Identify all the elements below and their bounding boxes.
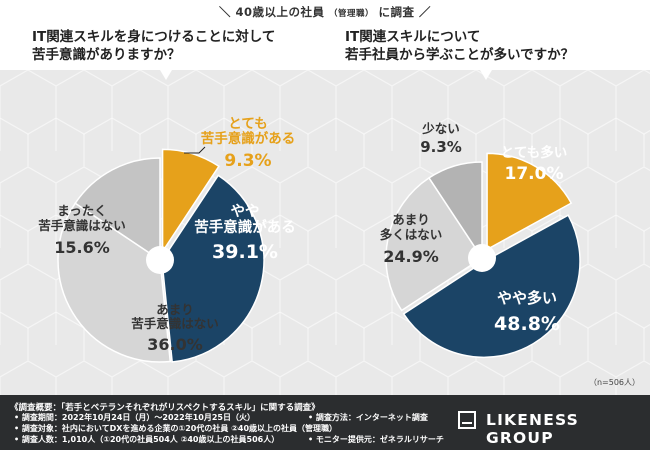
data-label-0-1: 39.1% — [212, 241, 278, 263]
question-1: IT関連スキルを身につけることに対して 苦手意識がありますか？ — [32, 28, 275, 64]
data-label-0-0: 9.3% — [224, 151, 271, 171]
footer-count: • 調査人数：1,010人（①20代の社員504人 ②40歳以上の社員506人） — [14, 435, 280, 444]
survey-title-slash-left: ＼ — [218, 5, 236, 19]
pie-slice-0-2 — [57, 202, 172, 363]
slice-label-1-2-1: 多くはない — [380, 227, 443, 242]
data-label-0-2: 36.0% — [147, 335, 203, 354]
chart-area: とても 苦手意識がある 9.3% やや 苦手意識がある 39.1% あまり 苦手意識はない 36… — [0, 70, 650, 395]
pie-slice-0-1 — [161, 174, 265, 363]
pie-slice-0-3 — [74, 157, 161, 262]
speech-tail-left — [160, 70, 172, 80]
footer-target: • 調査対象：社内においてDXを進める企業の①20代の社員 ②40歳以上の社員（… — [14, 424, 338, 433]
logo-text: LIKENESS GROUP — [486, 411, 580, 447]
question-2-line-1: IT関連スキルについて — [345, 29, 481, 45]
survey-title-suffix: に調査 — [378, 5, 415, 19]
survey-title: ＼ 40歳以上の社員 （管理職） に調査 ／ — [0, 4, 650, 20]
header: ＼ 40歳以上の社員 （管理職） に調査 ／ IT関連スキルを身につけることに対… — [0, 0, 650, 70]
slice-label-0-2-0: あまり — [156, 302, 194, 317]
slice-label-0-1-0: やや — [231, 203, 260, 220]
pie-slice-1-1 — [402, 214, 581, 359]
slice-label-1-3-0: 少ない — [421, 121, 460, 136]
slice-label-1-0-0: とても多い — [501, 144, 567, 161]
footer-method: • 調査方法：インターネット調査 — [308, 413, 428, 422]
charts-svg: とても苦手意識がある9.3%やや苦手意識がある39.1%あまり苦手意識はない36… — [0, 70, 650, 395]
footer: 《調査概要：「若手とベテランそれぞれがリスペクトするスキル」に関する調査》 • … — [0, 395, 650, 450]
slice-label-1-1-0: やや多い — [497, 289, 557, 307]
question-2-line-2: 若手社員から学ぶことが多いですか？ — [345, 47, 575, 63]
data-label-1-3: 9.3% — [420, 138, 462, 156]
question-2: IT関連スキルについて若手社員から学ぶことが多いですか？ — [345, 28, 574, 64]
footer-title: 《調査概要：「若手とベテランそれぞれがリスペクトするスキル」に関する調査》 — [10, 403, 320, 413]
slice-label-0-2-1: 苦手意識はない — [131, 316, 219, 331]
pie-slice-0-0 — [161, 148, 220, 254]
question-1-line-1: IT関連スキルを身につけることに対して — [32, 29, 276, 45]
donut-hole-1 — [468, 244, 496, 272]
survey-title-main: 40歳以上の社員 — [235, 5, 325, 19]
slice-label-0-0-0: とても — [228, 116, 267, 132]
survey-title-sub: （管理職） — [329, 9, 375, 19]
slice-label-0-1-1: 苦手意識がある — [194, 218, 296, 236]
slice-label-0-3-0: まったく — [57, 203, 107, 218]
question-1-line-2: 苦手意識がありますか？ — [32, 47, 181, 63]
pie-slice-1-0 — [486, 152, 573, 251]
pie-slice-1-3 — [428, 161, 483, 261]
leader-line — [184, 146, 206, 154]
donut-hole-0 — [146, 246, 174, 274]
footer-period: • 調査期間：2022年10月24日（月）～2022年10月25日（火） — [14, 413, 255, 422]
logo-mark-icon — [458, 411, 476, 429]
slice-label-1-2-0: あまり — [392, 212, 430, 227]
pie-slice-1-2 — [385, 176, 484, 312]
logo: LIKENESS GROUP — [458, 408, 638, 447]
donut-chart-1: とても苦手意識がある9.3%やや苦手意識がある39.1%あまり苦手意識はない36… — [38, 116, 296, 363]
data-label-1-1: 48.8% — [494, 313, 560, 335]
slice-label-0-3-1: 苦手意識はない — [38, 218, 126, 233]
data-label-1-0: 17.0% — [505, 164, 564, 184]
survey-title-slash-right: ／ — [419, 5, 432, 19]
sample-note: （n=506人） — [589, 378, 640, 387]
slice-label-0-0-1: 苦手意識がある — [201, 130, 296, 147]
speech-tail-right — [480, 70, 492, 80]
data-label-1-2: 24.9% — [383, 247, 439, 266]
data-label-0-3: 15.6% — [54, 238, 110, 257]
footer-provider: • モニター提供元：ゼネラルリサーチ — [308, 435, 444, 444]
